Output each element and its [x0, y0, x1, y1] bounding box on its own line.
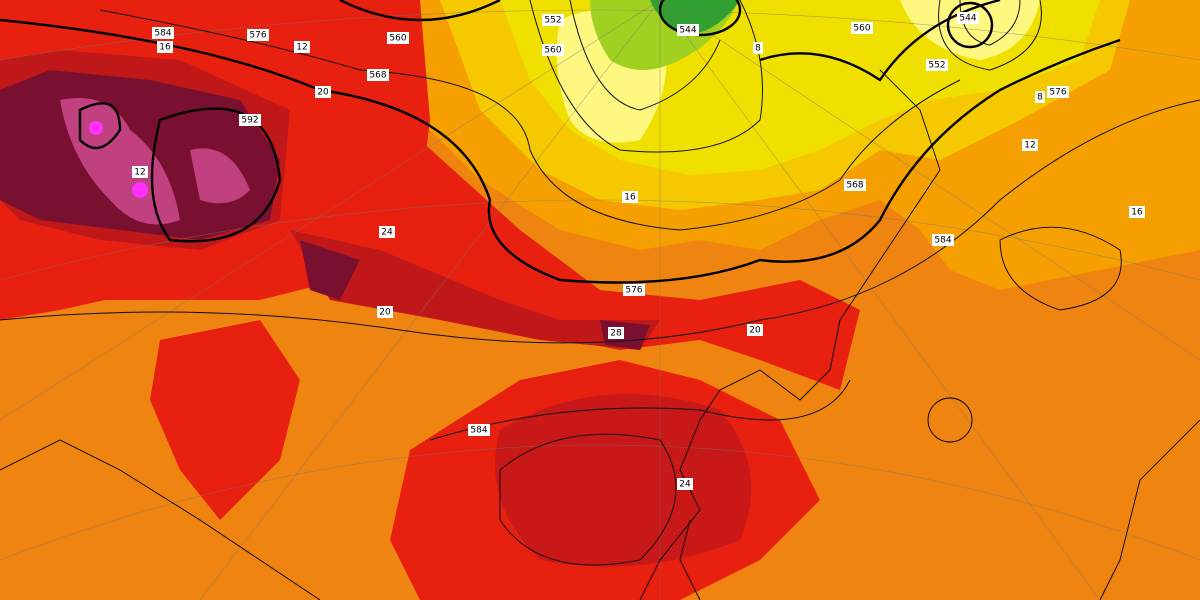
label-box: [622, 191, 638, 203]
label-text: 24: [381, 228, 393, 238]
label-text: 544: [679, 26, 696, 36]
label-text: 16: [159, 43, 171, 53]
label-text: 8: [755, 44, 761, 54]
label-text: 552: [544, 16, 561, 26]
label-box: [1047, 86, 1069, 98]
label-box: [1022, 139, 1038, 151]
label-box: [623, 284, 645, 296]
label-text: 12: [296, 43, 307, 53]
label-text: 584: [934, 236, 951, 246]
label-box: [677, 24, 699, 36]
label-text: 544: [959, 14, 976, 24]
label-box: [542, 44, 564, 56]
label-text: 28: [610, 329, 622, 339]
label-text: 12: [1024, 141, 1035, 151]
label-box: [468, 424, 490, 436]
contour-label: 12: [294, 41, 310, 53]
contour-label: 560: [542, 44, 564, 56]
label-box: [294, 41, 310, 53]
label-text: 568: [846, 181, 863, 191]
contour-label: 20: [315, 86, 331, 98]
label-box: [608, 327, 624, 339]
contour-label: 584: [932, 234, 954, 246]
label-box: [677, 478, 693, 490]
contour-label: 584: [468, 424, 490, 436]
label-box: [932, 234, 954, 246]
label-text: 592: [241, 116, 258, 126]
label-text: 576: [1049, 88, 1066, 98]
contour-label: 20: [747, 324, 763, 336]
label-text: 24: [679, 480, 691, 490]
label-box: [379, 226, 395, 238]
contour-label: 16: [1129, 206, 1145, 218]
label-box: [152, 27, 174, 39]
contour-label: 8: [753, 42, 763, 54]
label-box: [957, 12, 979, 24]
label-text: 8: [1037, 93, 1043, 103]
contour-label: 544: [957, 12, 979, 24]
contour-label: 8: [1035, 91, 1045, 103]
label-text: 12: [134, 168, 145, 178]
label-box: [377, 306, 393, 318]
label-box: [132, 166, 148, 178]
contour-label: 544: [677, 24, 699, 36]
contour-label: 16: [622, 191, 638, 203]
contour-label: 12: [1022, 139, 1038, 151]
contour-label: 28: [608, 327, 624, 339]
label-box: [747, 324, 763, 336]
contour-labels: 584 576 560 568 592 552 560 544 560 544 552 576 568 5…: [132, 12, 1145, 490]
label-box: [542, 14, 564, 26]
contour-label: 560: [387, 32, 409, 44]
label-text: 20: [749, 326, 761, 336]
label-text: 576: [249, 31, 266, 41]
label-box: [157, 41, 173, 53]
label-text: 16: [1131, 208, 1143, 218]
label-box: [367, 69, 389, 81]
contour-label: 592: [239, 114, 261, 126]
label-text: 584: [154, 29, 171, 39]
label-box: [851, 22, 873, 34]
label-text: 16: [624, 193, 636, 203]
label-box: [315, 86, 331, 98]
contour-label: 552: [926, 59, 948, 71]
contour-label: 576: [1047, 86, 1069, 98]
coastlines: [0, 69, 1200, 600]
contour-label: 568: [844, 179, 866, 191]
label-text: 576: [625, 286, 642, 296]
label-box: [926, 59, 948, 71]
contours: [0, 0, 1200, 566]
label-box: [387, 32, 409, 44]
label-text: 560: [544, 46, 561, 56]
contour-label: 16: [157, 41, 173, 53]
label-text: 560: [853, 24, 870, 34]
label-text: 20: [379, 308, 391, 318]
contour-label: 576: [247, 29, 269, 41]
label-box: [1129, 206, 1145, 218]
label-text: 584: [470, 426, 487, 436]
label-text: 20: [317, 88, 329, 98]
contour-label: 576: [623, 284, 645, 296]
label-text: 552: [928, 61, 945, 71]
contour-label: 24: [677, 478, 693, 490]
contour-label: 552: [542, 14, 564, 26]
contour-label: 560: [851, 22, 873, 34]
contour-label: 24: [379, 226, 395, 238]
label-box: [753, 42, 763, 54]
label-text: 568: [369, 71, 386, 81]
contour-label: 568: [367, 69, 389, 81]
label-box: [844, 179, 866, 191]
contour-label: 12: [132, 166, 148, 178]
label-text: 560: [389, 34, 406, 44]
label-box: [1035, 91, 1045, 103]
contour-label: 20: [377, 306, 393, 318]
label-box: [247, 29, 269, 41]
contour-label: 584: [152, 27, 174, 39]
label-box: [239, 114, 261, 126]
